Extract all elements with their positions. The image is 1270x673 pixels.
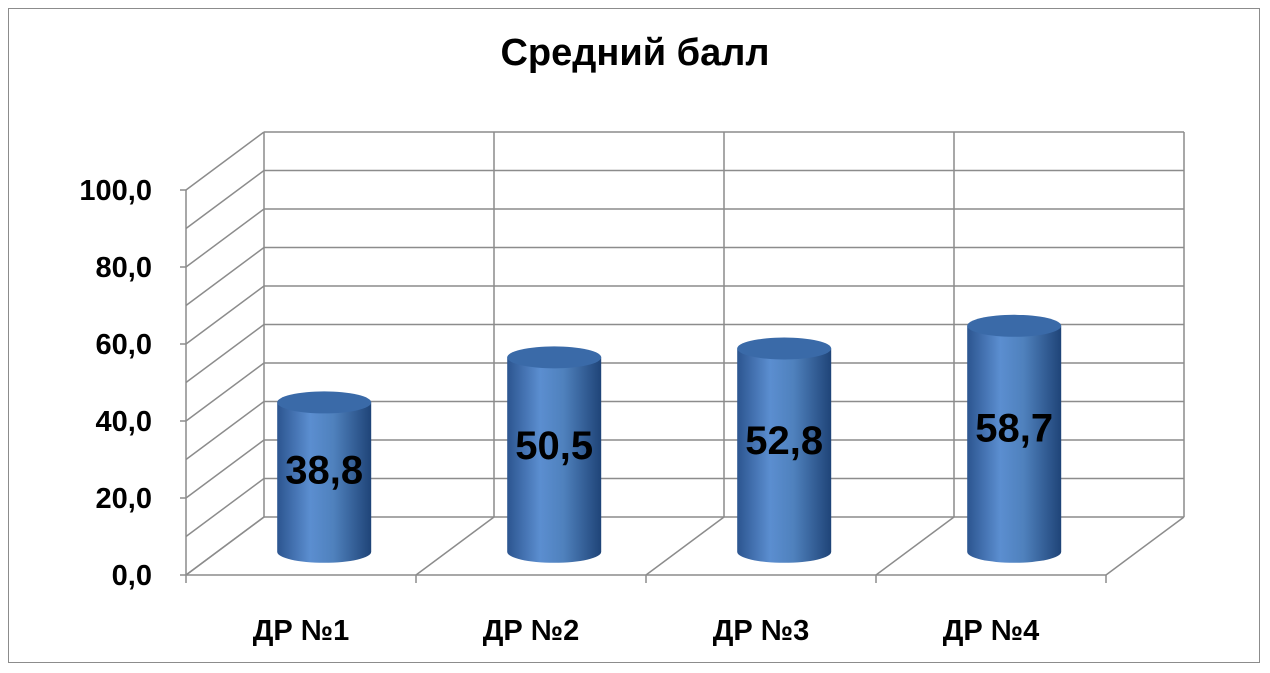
bar-top [967,314,1062,337]
bar-body [507,357,602,563]
side-wall-line [185,169,265,230]
bar [967,314,1062,563]
bar-top [277,391,372,414]
bar [277,391,372,563]
side-wall-line [185,400,265,461]
side-wall-line [185,208,265,268]
bar-body [737,348,832,563]
x-tick-label: ДР №2 [483,615,580,647]
side-wall-line [185,477,265,538]
data-label: 58,7 [975,407,1053,451]
data-label: 38,8 [285,449,363,493]
side-wall-line [185,131,265,191]
bar-top [737,337,832,360]
floor-line [185,516,265,576]
floor-line [875,516,955,576]
bar-body [967,325,1062,563]
data-label: 50,5 [515,424,593,468]
side-wall-line [185,285,265,345]
side-wall-line [185,439,265,499]
y-tick-label: 60,0 [96,329,152,361]
x-tick-label: ДР №1 [253,615,350,647]
y-tick-label: 80,0 [96,252,152,284]
y-tick-label: 40,0 [96,406,152,438]
floor-line [645,516,725,576]
chart-title: Средний балл [500,32,770,74]
y-tick-label: 100,0 [79,175,152,207]
y-tick-label: 20,0 [96,483,152,515]
floor-line [415,516,495,576]
side-wall-line [185,323,265,384]
x-tick-label: ДР №4 [943,615,1040,647]
x-tick-label: ДР №3 [713,615,810,647]
bar-body [277,402,372,563]
data-label: 52,8 [745,419,823,463]
bar-top [507,346,602,369]
side-wall-line [185,362,265,422]
side-wall-line [185,246,265,307]
bar [737,337,832,563]
y-tick-label: 0,0 [112,560,152,592]
bar [507,346,602,563]
floor-line [1105,516,1185,576]
